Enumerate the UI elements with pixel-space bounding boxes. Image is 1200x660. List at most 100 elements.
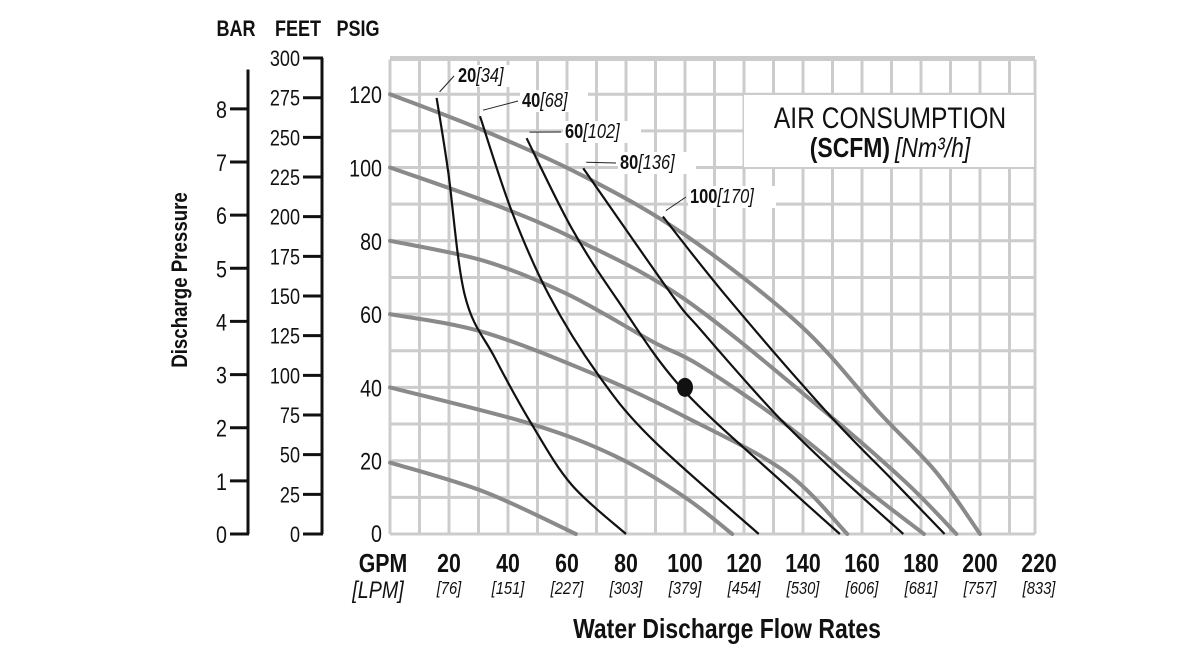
legend-units: (SCFM) [Nm³/h] <box>810 133 971 164</box>
head-curve-80psig <box>388 238 926 536</box>
x-tick-label: 160 <box>844 549 880 579</box>
bar-tick-label: 7 <box>216 149 227 176</box>
grid <box>388 56 1037 536</box>
x-tick-lpm-label: [454] <box>727 579 761 599</box>
air-curve-label-background <box>563 121 641 143</box>
x-tick-lpm-label: [76] <box>436 579 462 599</box>
air-curve-leader-line <box>586 161 617 164</box>
x-tick-label: 180 <box>903 549 939 579</box>
air-curve-60scfm <box>525 137 841 535</box>
feet-tick-label: 275 <box>270 87 300 111</box>
air-curve-label-background <box>688 186 776 208</box>
feet-tick-label: 50 <box>280 444 300 468</box>
feet-tick-label: 0 <box>290 523 300 547</box>
feet-tick-label: 150 <box>270 285 300 309</box>
air-curve-label: 100[170] <box>690 184 755 207</box>
head-curve-120psig <box>388 92 982 536</box>
psig-tick-label: 60 <box>360 301 382 328</box>
x-tick-label: 60 <box>555 549 579 579</box>
air-curve-label-background <box>618 152 696 174</box>
feet-tick-label: 125 <box>270 325 300 349</box>
air-curve-label-metric: [102] <box>582 119 620 142</box>
x-tick-lpm-label: [606] <box>845 579 879 599</box>
legend-units-scfm: (SCFM) <box>810 133 890 164</box>
x-tick-label: 200 <box>962 549 998 579</box>
air-curve-40scfm <box>478 115 760 535</box>
x-tick-lpm-label: [530] <box>786 579 820 599</box>
x-tick-label: 220 <box>1021 549 1057 579</box>
legend-title: AIR CONSUMPTION <box>774 101 1006 135</box>
psig-tick-label: 0 <box>371 520 382 547</box>
bar-tick-label: 3 <box>216 362 227 389</box>
y-axis-title: Discharge Pressure <box>169 192 193 368</box>
x-tick-label: 40 <box>496 549 520 579</box>
x-tick-lpm-label: [303] <box>609 579 643 599</box>
x-tick-lpm-label: [379] <box>668 579 702 599</box>
x-tick-lpm-label: [681] <box>904 579 938 599</box>
x-tick-lpm-label: [227] <box>550 579 584 599</box>
x-tick-lpm-label: [151] <box>491 579 525 599</box>
feet-tick-label: 200 <box>270 206 300 230</box>
bar-axis-header: BAR <box>216 17 255 41</box>
air-curve-leader-line <box>482 100 519 111</box>
psig-tick-label: 120 <box>349 81 382 108</box>
air-curve-label-scfm: 80 <box>620 150 638 173</box>
bar-tick-label: 0 <box>216 521 227 548</box>
head-curve-40psig <box>388 385 735 536</box>
feet-tick-label: 300 <box>270 47 300 71</box>
legend-box-background <box>744 95 1034 167</box>
x-tick-label: 120 <box>726 549 762 579</box>
legend-units-metric: [Nm³/h] <box>894 133 971 164</box>
head-curve-20psig <box>388 460 578 536</box>
head-curve-100psig <box>388 165 959 536</box>
air-curve-leader-line <box>665 196 687 212</box>
feet-tick-label: 100 <box>270 365 300 389</box>
air-curve-label-metric: [170] <box>716 184 754 207</box>
psig-axis-header: PSIG <box>336 17 379 41</box>
air-curve-leader-line <box>439 75 455 93</box>
feet-tick-label: 75 <box>280 404 300 428</box>
air-curve-20scfm <box>435 97 627 535</box>
bar-tick-label: 8 <box>216 96 227 123</box>
air-curve-label-scfm: 40 <box>522 88 540 111</box>
bar-tick-label: 5 <box>216 255 227 282</box>
air-curve-label-metric: [34] <box>475 63 504 86</box>
bar-tick-label: 6 <box>216 202 227 229</box>
psig-tick-label: 80 <box>360 228 382 255</box>
x-tick-label: 140 <box>785 549 821 579</box>
x-tick-lpm-label: [833] <box>1022 579 1056 599</box>
air-curve-label-background <box>520 90 588 112</box>
x-tick-label: 80 <box>614 549 638 579</box>
bar-tick-label: 2 <box>216 415 227 442</box>
feet-tick-label: 175 <box>270 246 300 270</box>
x-tick-lpm-label: [757] <box>963 579 997 599</box>
x-tick-label: 20 <box>437 549 461 579</box>
psig-tick-label: 20 <box>360 448 382 475</box>
air-curve-label-scfm: 20 <box>458 63 476 86</box>
x-axis-title: Water Discharge Flow Rates <box>573 614 881 645</box>
air-curve-80scfm <box>582 167 905 535</box>
psig-tick-label: 40 <box>360 375 382 402</box>
psig-tick-label: 100 <box>349 155 382 182</box>
air-curve-100scfm <box>662 215 946 535</box>
air-curve-label-metric: [136] <box>637 150 675 173</box>
air-curve-label-scfm: 100 <box>690 184 717 207</box>
feet-tick-label: 250 <box>270 127 300 151</box>
air-curve-label: 40[68] <box>522 88 568 111</box>
feet-tick-label: 25 <box>280 484 300 508</box>
operating-point-marker <box>677 377 693 397</box>
x-unit-label: GPM <box>359 549 408 579</box>
air-curve-label: 60[102] <box>565 119 620 142</box>
feet-axis-header: FEET <box>275 17 322 41</box>
air-curve-label-metric: [68] <box>539 88 568 111</box>
air-curve-label: 20[34] <box>458 63 504 86</box>
air-curve-label: 80[136] <box>620 150 675 173</box>
bar-tick-label: 1 <box>216 468 227 495</box>
x-tick-label: 100 <box>667 549 703 579</box>
x-unit-alt-label: [LPM] <box>351 576 404 603</box>
bar-tick-label: 4 <box>216 309 227 336</box>
air-curve-label-scfm: 60 <box>565 119 583 142</box>
air-curve-label-background <box>456 65 524 87</box>
feet-tick-label: 225 <box>270 166 300 190</box>
